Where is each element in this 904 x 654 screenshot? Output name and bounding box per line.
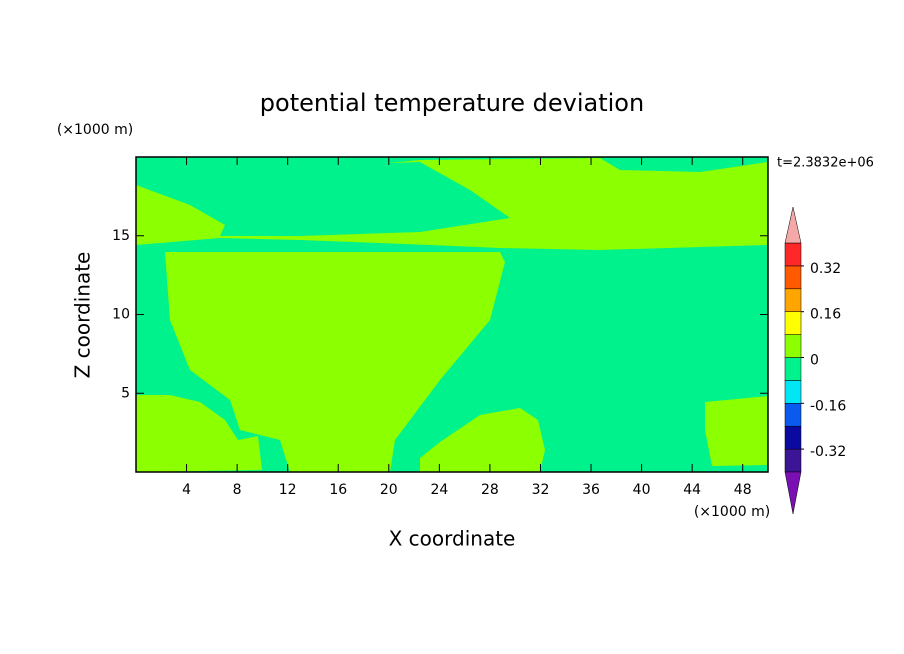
x-tick-label: 44	[683, 482, 701, 498]
colorbar-tick-label: 0	[810, 353, 819, 369]
x-tick-label: 4	[182, 482, 191, 498]
colorbar-box	[784, 242, 802, 267]
contour-region	[136, 395, 262, 472]
colorbar-box	[784, 311, 802, 335]
colorbar-box	[784, 403, 802, 427]
contour-region	[165, 252, 505, 472]
x-tick-label: 48	[734, 482, 752, 498]
y-unit: (×1000 m)	[57, 122, 133, 138]
colorbar-tick-label: -0.32	[810, 444, 846, 460]
y-tick-label: 10	[112, 307, 130, 323]
colorbar-box	[784, 425, 802, 450]
y-tick-label: 15	[112, 228, 130, 244]
contour-region	[420, 408, 545, 472]
contour-region	[705, 396, 768, 466]
x-tick-label: 24	[430, 482, 448, 498]
x-unit: (×1000 m)	[694, 504, 770, 520]
y-tick-label: 5	[121, 385, 130, 401]
x-tick-label: 36	[582, 482, 600, 498]
colorbar-over	[784, 206, 802, 244]
x-tick-label: 20	[380, 482, 398, 498]
contour-region	[136, 162, 510, 236]
x-tick-label: 16	[329, 482, 347, 498]
x-tick-label: 28	[481, 482, 499, 498]
x-tick-label: 32	[532, 482, 550, 498]
x-tick-label: 12	[279, 482, 297, 498]
x-axis-label: X coordinate	[389, 527, 516, 551]
x-tick-label: 8	[233, 482, 242, 498]
colorbar-box	[784, 448, 802, 473]
x-tick-label: 40	[633, 482, 651, 498]
colorbar-box	[784, 334, 802, 358]
time-label: t=2.3832e+06	[777, 156, 874, 171]
y-axis-label: Z coordinate	[71, 252, 95, 379]
chart-title: potential temperature deviation	[260, 89, 644, 117]
colorbar-box	[784, 380, 802, 404]
colorbar-box	[784, 357, 802, 381]
colorbar-tick-label: 0.16	[810, 307, 841, 323]
colorbar-box	[784, 288, 802, 312]
colorbar-box	[784, 265, 802, 290]
colorbar-tick-label: 0.32	[810, 261, 841, 277]
colorbar-under	[784, 471, 802, 515]
colorbar-tick-label: -0.16	[810, 398, 846, 414]
